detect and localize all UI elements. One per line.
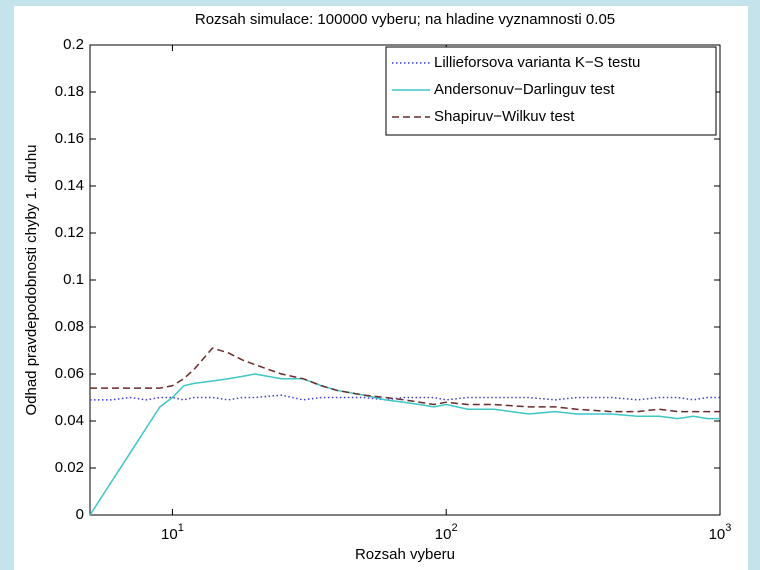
y-tick-label: 0.1 [63,271,84,288]
series-line [90,394,720,401]
x-tick-exponent: 3 [725,522,731,534]
chart-subtitle: Rozsah simulace: 100000 vyberu; na hladi… [195,11,615,28]
y-tick-label: 0 [76,506,84,523]
legend-label: Lillieforsova varianta K−S testu [434,54,640,71]
y-tick-label: 0.06 [55,365,84,382]
x-tick-label: 102 [435,522,458,543]
x-tick-label: 103 [709,522,732,543]
x-tick-base: 10 [161,526,178,543]
series-line [89,373,720,516]
y-tick-label: 0.02 [55,459,84,476]
y-tick-label: 0.2 [63,36,84,53]
plot-frame [89,44,721,516]
y-tick-label: 0.08 [55,318,84,335]
x-tick-base: 10 [435,526,452,543]
legend-label: Shapiruv−Wilkuv test [434,108,575,125]
y-tick-label: 0.18 [55,83,84,100]
y-tick-label: 0.14 [55,177,84,194]
x-tick-base: 10 [709,526,726,543]
x-axis-label: Rozsah vyberu [355,546,455,563]
x-tick-exponent: 1 [178,522,184,534]
x-tick-label: 101 [161,522,184,543]
y-tick-label: 0.12 [55,224,84,241]
y-axis-label: Odhad pravdepodobnosti chyby 1. druhu [23,144,40,415]
series-line [90,347,720,413]
y-tick-label: 0.16 [55,130,84,147]
y-tick-label: 0.04 [55,412,84,429]
x-tick-exponent: 2 [451,522,457,534]
legend-box [385,46,717,136]
legend-label: Andersonuv−Darlinguv test [434,81,615,98]
